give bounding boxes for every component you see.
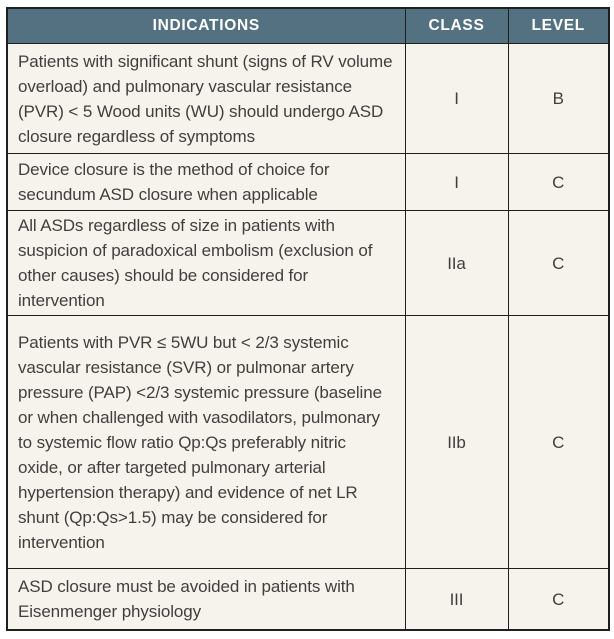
class-cell: IIa [404,210,509,316]
table-header-row: INDICATIONS CLASS LEVEL [6,7,610,44]
indications-table: INDICATIONS CLASS LEVEL Patients with si… [6,7,610,631]
class-cell: I [404,43,509,154]
table-row: Device closure is the method of choice f… [6,153,610,211]
column-header-class: CLASS [404,7,509,44]
column-header-level: LEVEL [507,7,610,44]
indication-cell: All ASDs regardless of size in patients … [6,210,406,316]
level-cell: C [507,153,610,211]
indication-cell: Device closure is the method of choice f… [6,153,406,211]
column-header-indications: INDICATIONS [6,7,406,44]
table-row: Patients with PVR ≤ 5WU but < 2/3 system… [6,315,610,569]
indication-cell: Patients with significant shunt (signs o… [6,43,406,154]
class-cell: IIb [404,315,509,569]
level-cell: C [507,210,610,316]
level-cell: C [507,568,610,631]
level-cell: C [507,315,610,569]
level-cell: B [507,43,610,154]
class-cell: I [404,153,509,211]
table-row: ASD closure must be avoided in patients … [6,568,610,631]
table-row: All ASDs regardless of size in patients … [6,210,610,316]
indication-cell: Patients with PVR ≤ 5WU but < 2/3 system… [6,315,406,569]
table-row: Patients with significant shunt (signs o… [6,43,610,154]
indication-cell: ASD closure must be avoided in patients … [6,568,406,631]
class-cell: III [404,568,509,631]
